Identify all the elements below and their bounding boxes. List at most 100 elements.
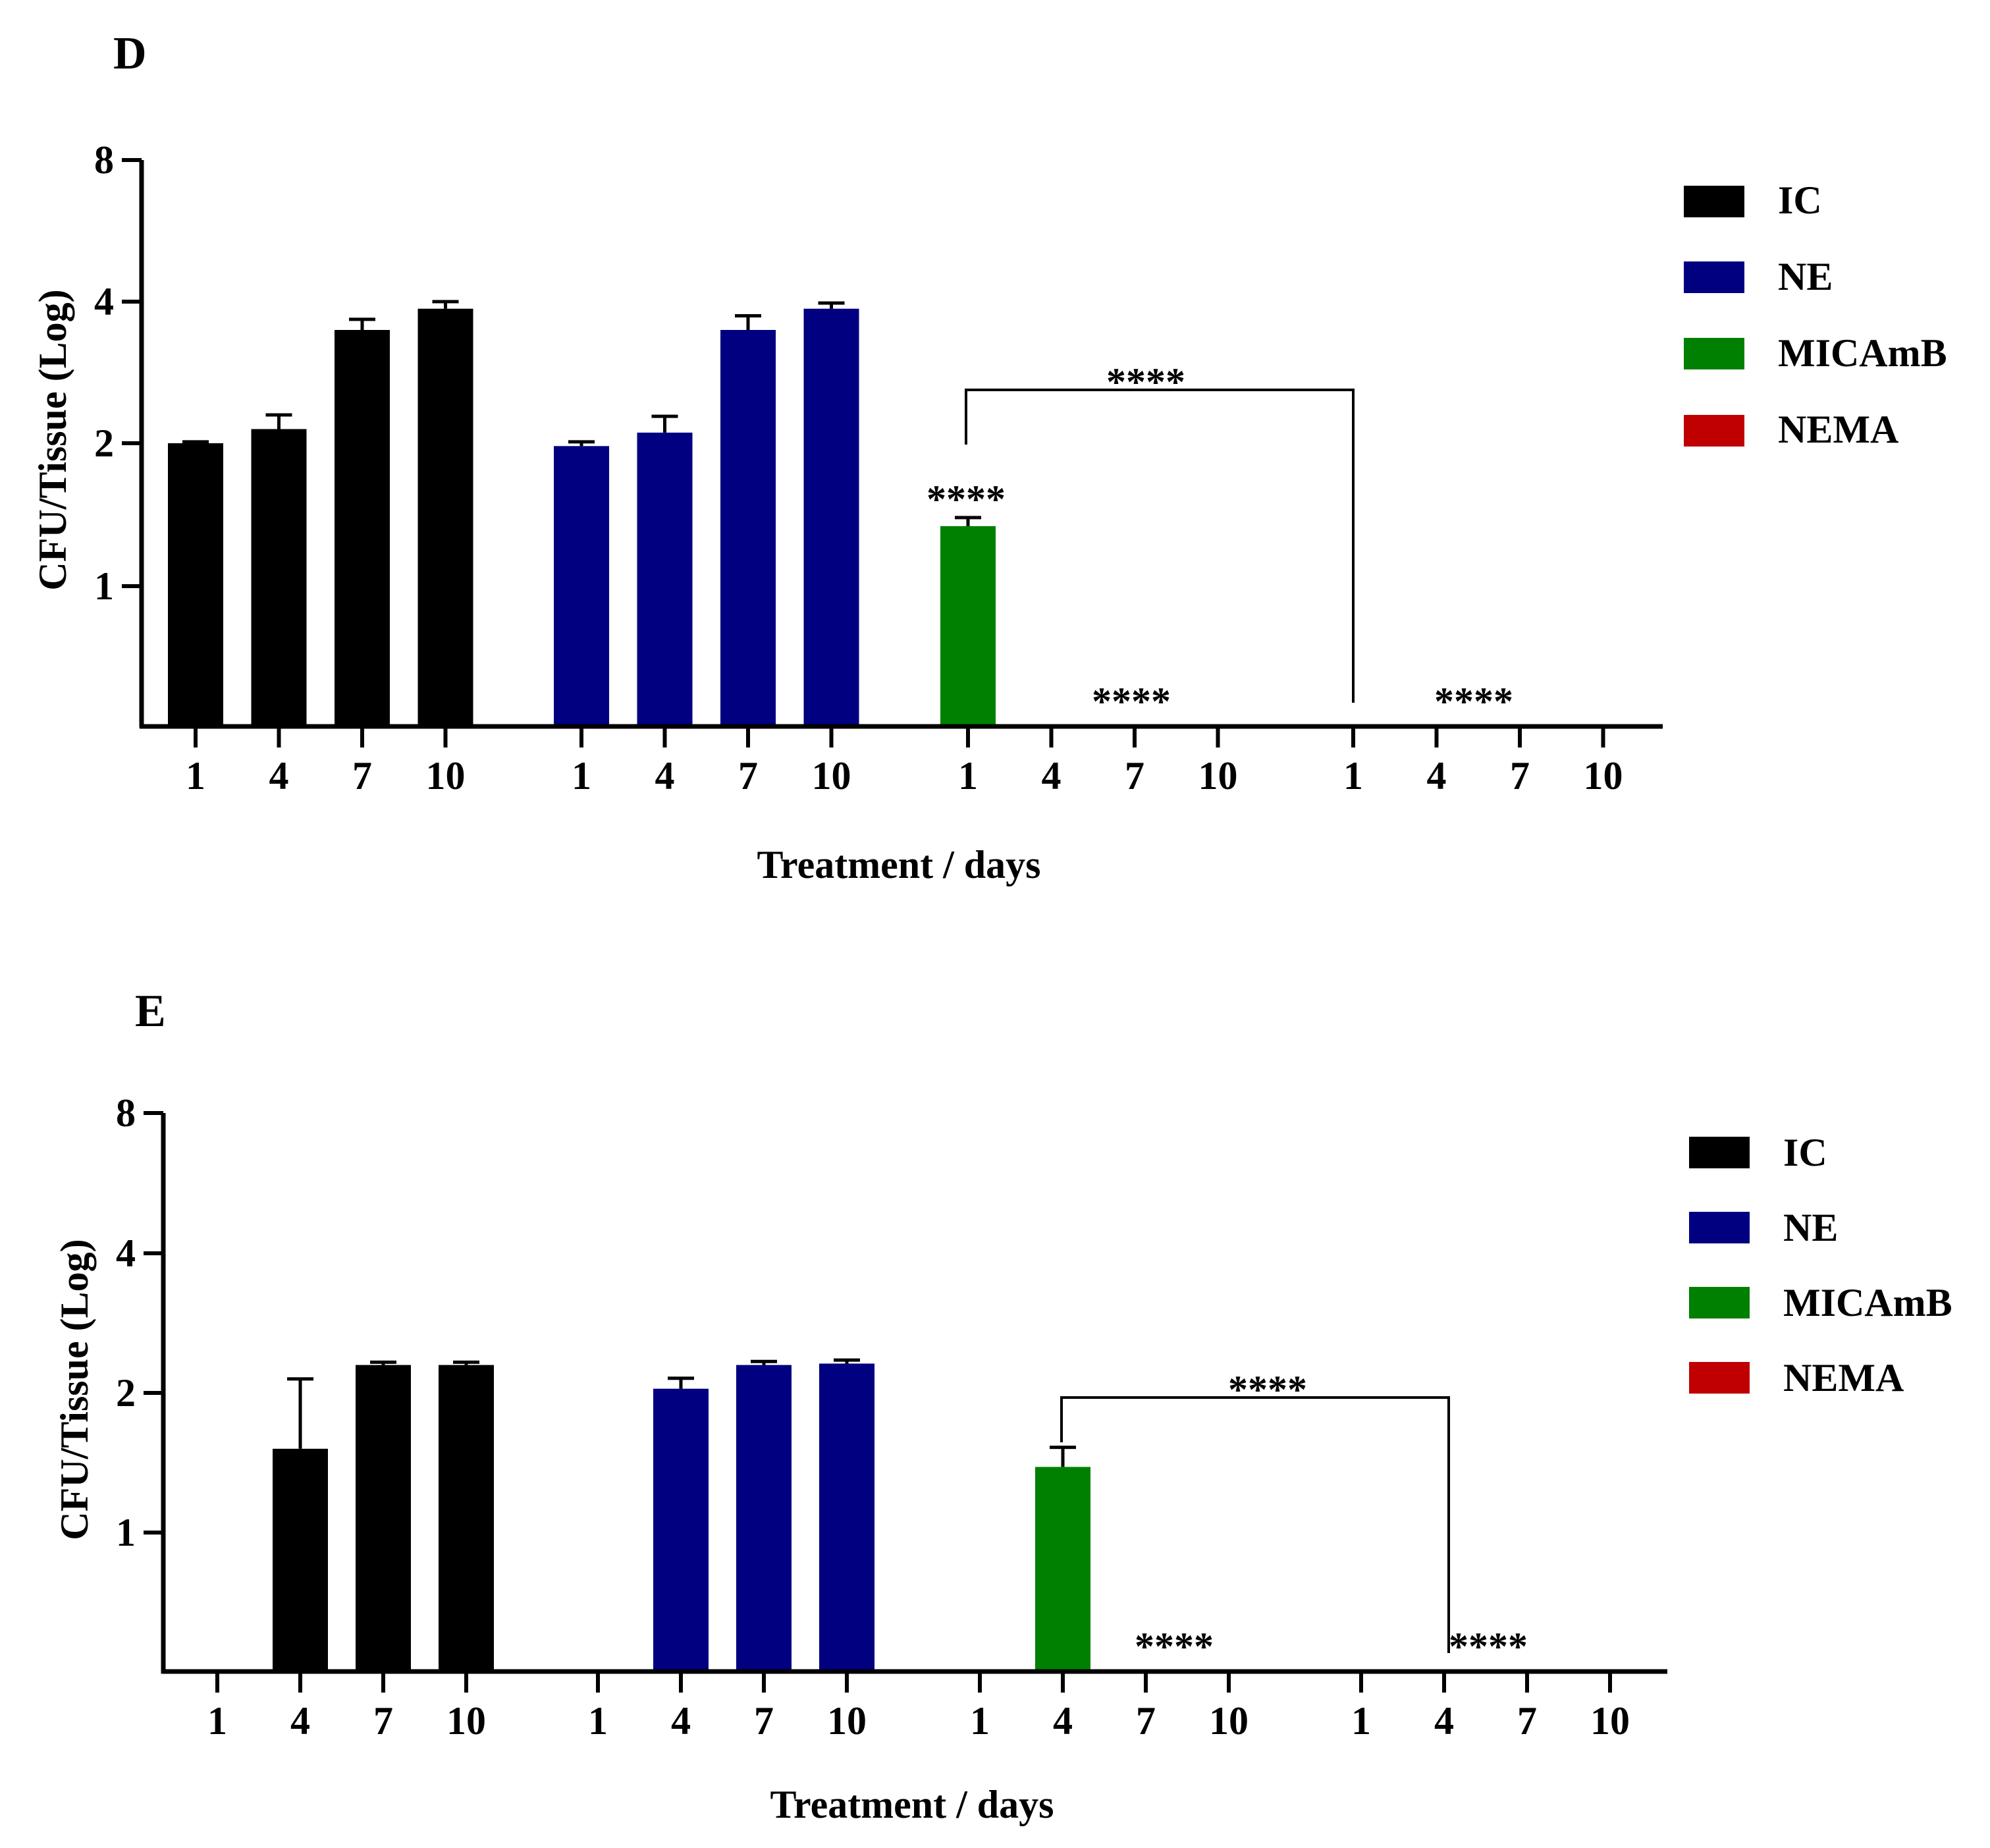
- bracket-line: [1060, 1396, 1450, 1653]
- x-tick-label: 10: [812, 754, 851, 798]
- bar-ne-day-10[interactable]: [819, 1363, 874, 1671]
- y-tick-label: 1: [116, 1511, 136, 1554]
- x-tick-label: 7: [352, 754, 372, 798]
- x-tick-label: 10: [426, 754, 466, 798]
- y-ticks: 1 2 4 8: [116, 1091, 163, 1554]
- legend-item-ic[interactable]: IC: [1689, 1131, 1827, 1174]
- bar-ne-day-7[interactable]: [720, 330, 776, 726]
- legend-item-ne[interactable]: NE: [1684, 255, 1833, 298]
- bracket-label: ****: [1106, 360, 1185, 404]
- x-tick-label: 7: [1136, 1699, 1156, 1743]
- error-bars: [182, 300, 981, 526]
- legend-label-micamb: MICAmB: [1783, 1281, 1952, 1324]
- x-tick-label: 1: [207, 1699, 227, 1743]
- legend-item-ne[interactable]: NE: [1689, 1206, 1838, 1249]
- x-tick-label: 7: [738, 754, 758, 798]
- bracket-label: ****: [1228, 1368, 1307, 1411]
- x-tick-label: 4: [290, 1699, 310, 1743]
- y-tick-label: 2: [94, 421, 114, 465]
- y-ticks: 1 2 4 8: [94, 138, 142, 608]
- x-tick-label: 4: [671, 1699, 691, 1743]
- legend-label-ic: IC: [1783, 1131, 1827, 1174]
- legend-swatch-nema: [1684, 415, 1744, 447]
- y-tick-label: 1: [94, 564, 114, 608]
- legend-swatch-ne: [1689, 1212, 1750, 1243]
- x-tick-label: 1: [186, 754, 205, 798]
- x-tick-label: 1: [1343, 754, 1363, 798]
- bar-ic-day-7[interactable]: [356, 1365, 411, 1671]
- significance-label: ****: [1092, 680, 1171, 723]
- x-tick-label: 1: [1351, 1699, 1371, 1743]
- legend-item-nema[interactable]: NEMA: [1689, 1356, 1904, 1400]
- y-tick-label: 2: [116, 1371, 136, 1415]
- y-tick-label: 8: [116, 1091, 136, 1135]
- x-tick-label: 4: [1053, 1699, 1073, 1743]
- bars: [168, 308, 996, 727]
- panel-d: D CFU/Tissue (Log) Treatment / days 1 2 4 8…: [31, 28, 1947, 886]
- legend-swatch-micamb: [1684, 338, 1744, 369]
- bracket-line: [965, 389, 1355, 703]
- legend-item-ic[interactable]: IC: [1684, 178, 1822, 222]
- x-tick-label: 10: [1209, 1699, 1249, 1743]
- panel-label: D: [113, 28, 147, 79]
- legend-label-ne: NE: [1778, 255, 1833, 298]
- significance-label: ****: [1434, 680, 1513, 723]
- x-axis-title: Treatment / days: [770, 1783, 1054, 1826]
- bar-ne-day-4[interactable]: [653, 1388, 709, 1671]
- bars: [273, 1363, 1090, 1671]
- x-tick-label: 7: [373, 1699, 393, 1743]
- panel-label: E: [135, 986, 166, 1037]
- x-tick-label: 10: [1198, 754, 1238, 798]
- legend-swatch-ne: [1684, 261, 1744, 293]
- panel-e: E CFU/Tissue (Log) Treatment / days 1 2 4 8…: [53, 986, 1952, 1826]
- bar-micamb-day-1[interactable]: [940, 526, 996, 726]
- bar-micamb-day-4[interactable]: [1035, 1467, 1090, 1671]
- x-tick-label: 10: [827, 1699, 867, 1743]
- legend: IC NE MICAmB NEMA: [1684, 178, 1947, 451]
- legend-swatch-ic: [1689, 1137, 1750, 1168]
- legend: IC NE MICAmB NEMA: [1689, 1131, 1952, 1400]
- bar-ic-day-10[interactable]: [439, 1365, 494, 1671]
- x-ticks: 1 4 7 10 1 4 7 10 1 4 7 10 1 4 7 10: [207, 1671, 1630, 1743]
- bar-ic-day-4[interactable]: [273, 1448, 328, 1671]
- x-tick-label: 1: [970, 1699, 990, 1743]
- x-tick-label: 7: [1125, 754, 1144, 798]
- error-bars: [287, 1358, 1076, 1467]
- significance-label: ****: [927, 477, 1006, 521]
- bar-ne-day-7[interactable]: [736, 1365, 792, 1671]
- y-tick-label: 4: [94, 280, 114, 323]
- bar-ne-day-1[interactable]: [554, 446, 609, 726]
- y-tick-label: 4: [116, 1232, 136, 1275]
- x-axis-title: Treatment / days: [757, 843, 1040, 886]
- bar-ne-day-10[interactable]: [803, 308, 859, 726]
- bar-ic-day-7[interactable]: [335, 330, 390, 726]
- x-tick-label: 4: [655, 754, 675, 798]
- legend-swatch-nema: [1689, 1362, 1750, 1394]
- legend-item-nema[interactable]: NEMA: [1684, 408, 1898, 451]
- x-tick-label: 10: [446, 1699, 486, 1743]
- legend-swatch-ic: [1684, 186, 1744, 217]
- legend-label-ne: NE: [1783, 1206, 1838, 1249]
- x-tick-label: 4: [1427, 754, 1447, 798]
- x-tick-label: 7: [754, 1699, 774, 1743]
- x-tick-label: 10: [1584, 754, 1623, 798]
- legend-item-micamb[interactable]: MICAmB: [1689, 1281, 1952, 1324]
- bar-ne-day-4[interactable]: [637, 432, 693, 726]
- legend-item-micamb[interactable]: MICAmB: [1684, 331, 1947, 375]
- legend-label-ic: IC: [1778, 178, 1822, 222]
- x-tick-label: 1: [958, 754, 978, 798]
- legend-label-micamb: MICAmB: [1778, 331, 1947, 375]
- x-tick-label: 7: [1517, 1699, 1537, 1743]
- bar-ic-day-10[interactable]: [417, 308, 473, 726]
- x-tick-label: 4: [269, 754, 289, 798]
- bar-ic-day-4[interactable]: [251, 429, 307, 727]
- significance-bracket: ****: [1060, 1368, 1450, 1653]
- legend-label-nema: NEMA: [1778, 408, 1898, 451]
- bar-ic-day-1[interactable]: [168, 443, 223, 726]
- x-tick-label: 7: [1510, 754, 1530, 798]
- y-tick-label: 8: [94, 138, 114, 182]
- x-tick-label: 1: [572, 754, 591, 798]
- significance-bracket: ****: [965, 360, 1355, 703]
- y-axis-title: CFU/Tissue (Log): [31, 289, 74, 590]
